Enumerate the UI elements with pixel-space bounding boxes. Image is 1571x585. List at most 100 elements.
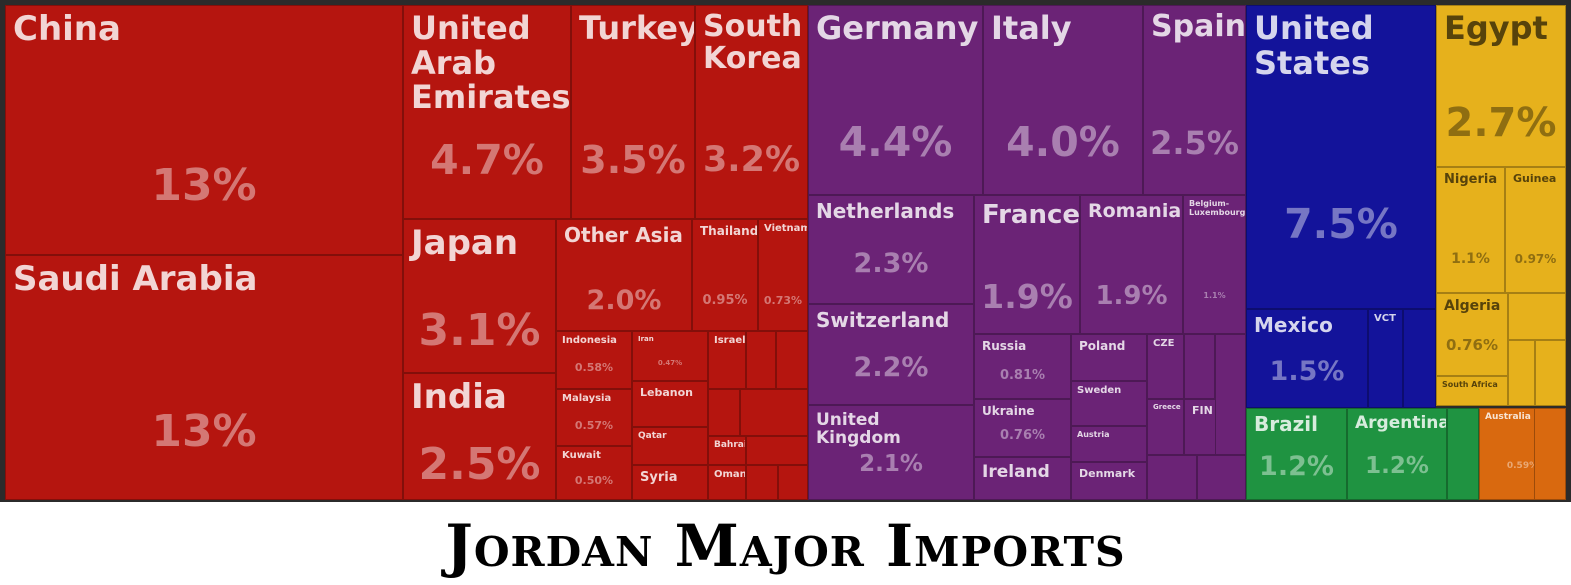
treemap-cell-russia: Russia 0.81% <box>974 334 1071 399</box>
treemap-cell-unlabeled-59 <box>1508 293 1566 340</box>
treemap-cell-mexico: Mexico 1.5% <box>1246 309 1368 408</box>
treemap-cell-malaysia: Malaysia 0.57% <box>556 389 632 446</box>
cell-value: 0.73% <box>763 294 803 307</box>
cell-label: Egypt <box>1444 9 1548 47</box>
treemap-cell-unlabeled-21 <box>776 331 808 389</box>
cell-label: Switzerland <box>816 308 950 332</box>
treemap-cell-south-korea: South Korea 3.2% <box>695 5 808 219</box>
treemap-cell-cze: CZE <box>1147 334 1184 399</box>
cell-label: Greece <box>1153 403 1181 411</box>
cell-label: Spain <box>1151 9 1246 44</box>
treemap-cell-egypt: Egypt 2.7% <box>1436 5 1566 167</box>
cell-value: 4.7% <box>430 136 544 184</box>
treemap-cell-switzerland: Switzerland 2.2% <box>808 304 974 405</box>
treemap-cell-algeria: Algeria 0.76% <box>1436 293 1508 376</box>
cell-value: 1.1% <box>1451 251 1490 267</box>
cell-value: 2.7% <box>1445 100 1557 146</box>
cell-value: 0.59% <box>1506 461 1539 471</box>
treemap-cell-vietnam: Vietnam 0.73% <box>758 219 808 331</box>
treemap-cell-israel: Israel <box>708 331 746 389</box>
treemap-cell-china: China 13% <box>5 5 403 255</box>
treemap-cell-turkey: Turkey 3.5% <box>571 5 695 219</box>
treemap-cell-japan: Japan 3.1% <box>403 219 556 373</box>
cell-value: 1.9% <box>981 277 1073 316</box>
cell-label: China <box>13 9 121 49</box>
treemap-cell-unlabeled-64 <box>1447 408 1479 500</box>
treemap-cell-indonesia: Indonesia 0.58% <box>556 331 632 389</box>
treemap-cell-germany: Germany 4.4% <box>808 5 983 195</box>
treemap-cell-unlabeled-46 <box>1184 334 1215 399</box>
cell-label: Indonesia <box>562 335 617 346</box>
treemap-cell-kuwait: Kuwait 0.50% <box>556 446 632 500</box>
cell-label: Turkey <box>579 9 695 47</box>
cell-label: Brazil <box>1254 412 1318 436</box>
treemap-cell-vct: VCT <box>1368 309 1403 408</box>
treemap-cell-united-states: United States 7.5% <box>1246 5 1436 309</box>
cell-label: VCT <box>1374 313 1396 324</box>
cell-value: 0.50% <box>574 474 614 487</box>
cell-label: Guinea <box>1513 172 1557 185</box>
cell-label: Netherlands <box>816 199 955 223</box>
cell-label: Denmark <box>1079 467 1136 480</box>
treemap-cell-unlabeled-61 <box>1535 340 1566 406</box>
cell-label: India <box>411 377 507 417</box>
treemap-cell-india: India 2.5% <box>403 373 556 500</box>
cell-label: Poland <box>1079 339 1126 353</box>
cell-label: Italy <box>991 9 1072 47</box>
treemap-cell-netherlands: Netherlands 2.3% <box>808 195 974 304</box>
cell-label: Lebanon <box>640 386 693 399</box>
treemap-cell-unlabeled-26 <box>778 465 808 500</box>
cell-label: Vietnam <box>764 223 808 234</box>
treemap-cell-france: France 1.9% <box>974 195 1080 334</box>
cell-label: South Korea <box>703 9 803 77</box>
cell-value: 13% <box>151 160 257 211</box>
treemap-cell-greece: Greece <box>1147 399 1184 455</box>
treemap-cell-oman: Oman <box>708 465 746 500</box>
cell-label: Romania <box>1088 200 1182 222</box>
treemap-cell-united-arab-emirates: United Arab Emirates 4.7% <box>403 5 571 219</box>
cell-label: Qatar <box>638 431 667 441</box>
cell-label: Oman <box>714 469 746 480</box>
cell-label: United Kingdom <box>816 410 901 449</box>
cell-label: Ireland <box>982 462 1050 482</box>
treemap-cell-denmark: Denmark <box>1071 462 1147 500</box>
treemap-cell-south-africa: South Africa <box>1436 376 1508 406</box>
treemap-cell-unlabeled-22 <box>708 389 740 436</box>
cell-label: Saudi Arabia <box>13 259 258 299</box>
treemap-cell-romania: Romania 1.9% <box>1080 195 1183 334</box>
treemap-cell-belgium-luxembourg: Belgium-Luxembourg 1.1% <box>1183 195 1246 334</box>
cell-label: Iran <box>638 335 654 343</box>
treemap-cell-ireland: Ireland <box>974 457 1071 500</box>
treemap-cell-unlabeled-49 <box>1197 455 1246 500</box>
cell-label: Syria <box>640 470 678 485</box>
treemap-cell-unlabeled-25 <box>746 465 778 500</box>
cell-label: Argentina <box>1355 413 1447 433</box>
cell-value: 0.58% <box>574 361 614 374</box>
cell-label: Malaysia <box>562 393 612 404</box>
cell-value: 0.81% <box>999 368 1046 383</box>
cell-value: 3.1% <box>418 305 541 356</box>
cell-label: Japan <box>411 223 519 263</box>
cell-label: Germany <box>816 9 979 47</box>
cell-value: 0.76% <box>999 428 1046 443</box>
cell-value: 2.5% <box>418 439 541 490</box>
treemap-cell-bahrain: Bahrain <box>708 436 746 465</box>
cell-value: 3.5% <box>580 138 686 182</box>
cell-value: 1.5% <box>1269 356 1345 387</box>
cell-value: 0.97% <box>1514 252 1557 266</box>
treemap-cell-unlabeled-23 <box>740 389 808 436</box>
cell-value: 2.3% <box>853 248 929 279</box>
cell-value: 3.2% <box>702 140 801 180</box>
treemap-cell-united-kingdom: United Kingdom 2.1% <box>808 405 974 500</box>
cell-label: FIN <box>1192 404 1213 417</box>
cell-value: 2.1% <box>859 451 923 477</box>
treemap-cell-spain: Spain 2.5% <box>1143 5 1246 195</box>
cell-value: 13% <box>151 406 257 457</box>
treemap-cell-unlabeled-20 <box>746 331 776 389</box>
cell-label: United Arab Emirates <box>411 9 571 117</box>
cell-label: Algeria <box>1444 298 1501 314</box>
treemap-cell-saudi-arabia: Saudi Arabia 13% <box>5 255 403 500</box>
cell-value: 2.2% <box>853 352 929 383</box>
treemap-cell-brazil: Brazil 1.2% <box>1246 408 1347 500</box>
cell-value: 1.2% <box>1365 453 1429 479</box>
